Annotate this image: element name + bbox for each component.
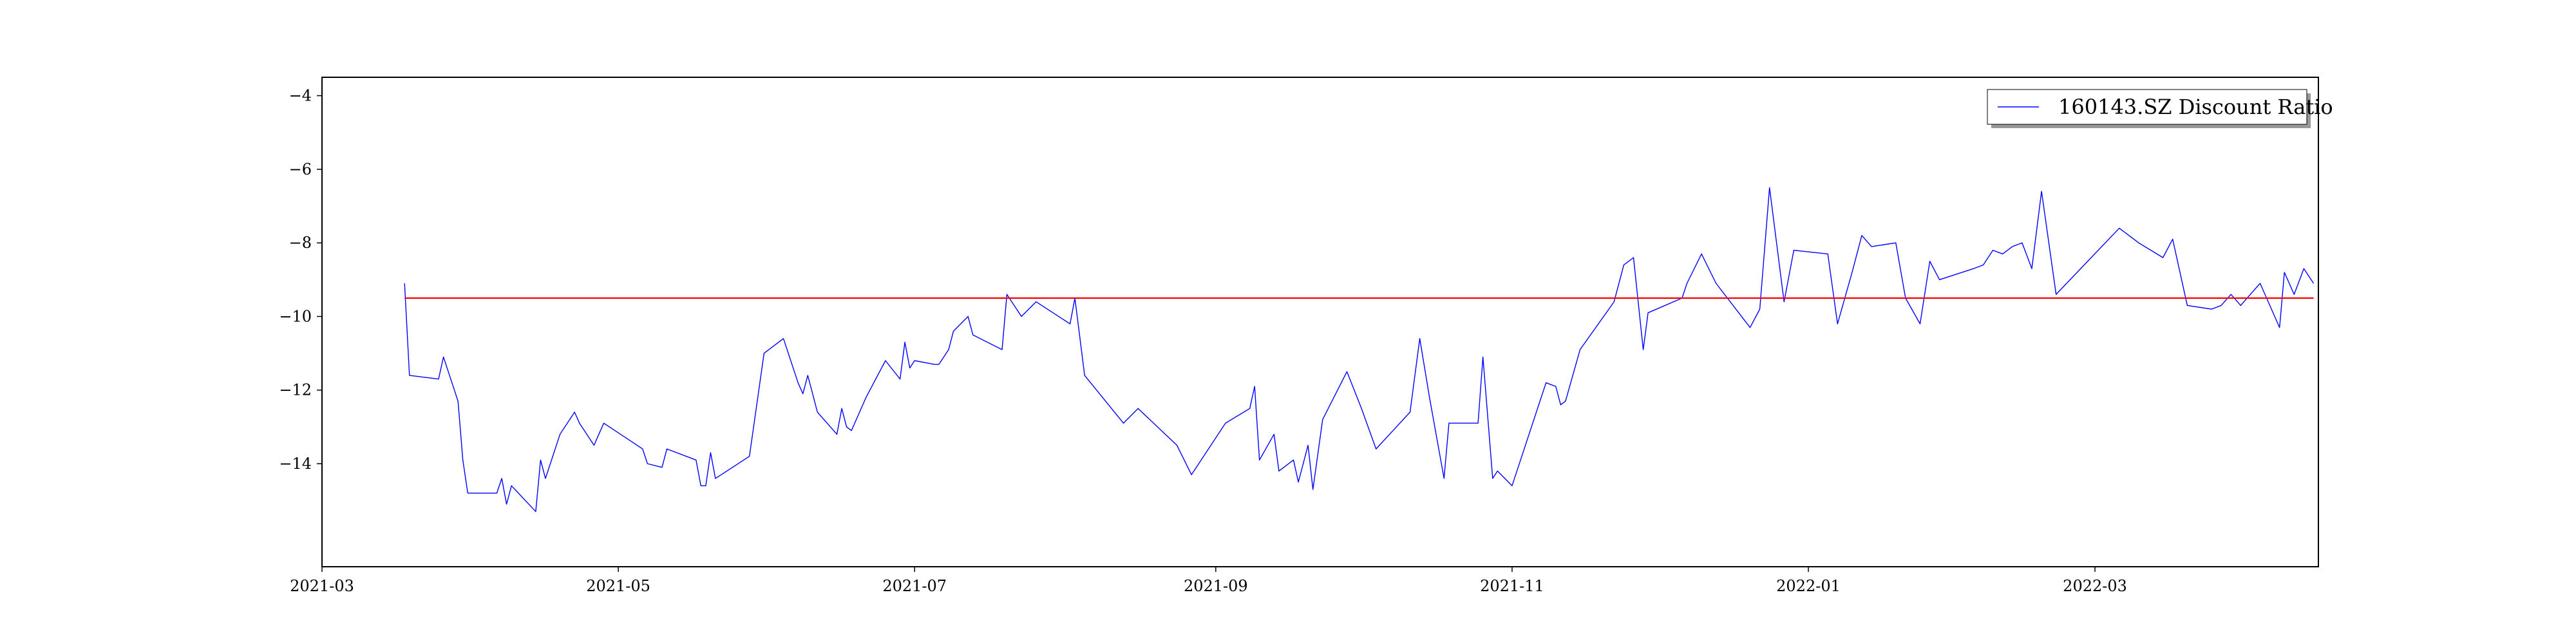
y-tick-label: −12 <box>279 381 312 399</box>
y-tick-label: −14 <box>279 455 312 473</box>
y-axis: −4 −6 −8 −10 −12 −14 <box>279 87 322 473</box>
y-tick-label: −8 <box>289 234 312 252</box>
y-tick-label: −6 <box>289 160 312 178</box>
x-tick-label: 2021-09 <box>1184 577 1248 595</box>
x-tick-label: 2021-03 <box>290 577 354 595</box>
legend: 160143.SZ Discount Ratio <box>1987 89 2333 128</box>
plot-frame <box>321 77 2319 567</box>
y-tick-label: −10 <box>279 307 312 325</box>
x-tick-label: 2022-01 <box>1776 577 1841 595</box>
plot-area <box>322 77 2318 567</box>
x-tick-label: 2021-05 <box>586 577 650 595</box>
legend-box <box>1987 89 2307 125</box>
legend-label-discount-ratio: 160143.SZ Discount Ratio <box>2058 95 2333 119</box>
x-tick-label: 2021-07 <box>882 577 947 595</box>
series-layer <box>404 187 2315 512</box>
x-tick-label: 2022-03 <box>2063 577 2127 595</box>
x-axis: 2021-03 2021-05 2021-07 2021-09 2021-11 2022-… <box>290 567 2127 595</box>
y-tick-label: −4 <box>289 87 312 105</box>
x-tick-label: 2021-11 <box>1480 577 1544 595</box>
series-line-discount-ratio <box>404 187 2315 512</box>
